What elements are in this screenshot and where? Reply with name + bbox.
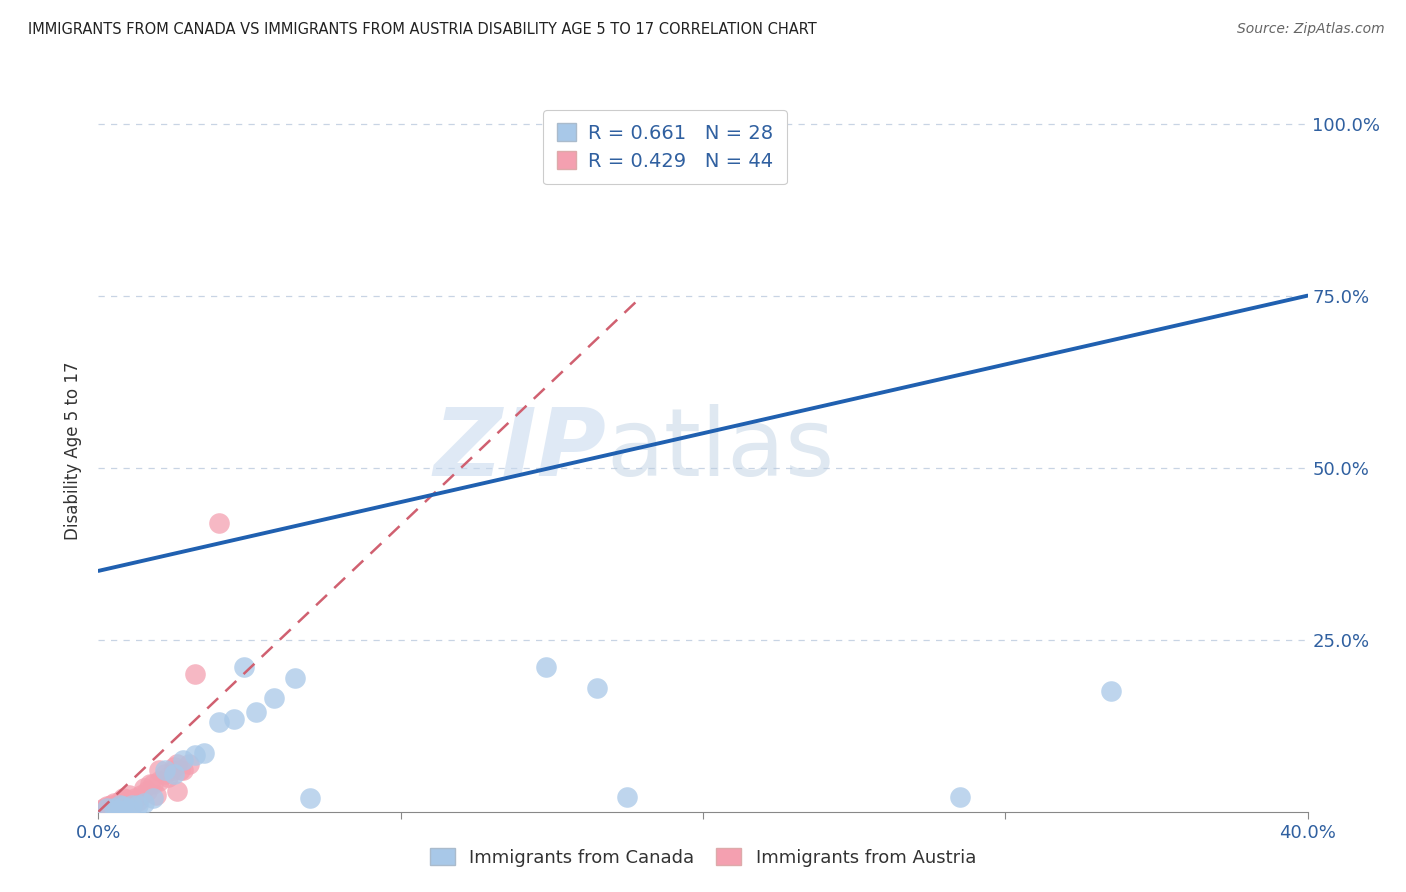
Point: [105, 803, 128, 817]
Point: [135, 784, 157, 798]
Legend: Immigrants from Canada, Immigrants from Austria: Immigrants from Canada, Immigrants from …: [422, 841, 984, 874]
Point: [299, 791, 322, 805]
Point: [118, 801, 141, 815]
Point: [93, 803, 115, 817]
Point: [108, 799, 131, 814]
Point: [132, 797, 155, 811]
Text: atlas: atlas: [606, 404, 835, 497]
Point: [172, 764, 194, 778]
Point: [179, 756, 201, 771]
Point: [111, 791, 134, 805]
Point: [127, 794, 149, 808]
Point: [96, 801, 118, 815]
Point: [166, 756, 188, 771]
Point: [534, 660, 557, 674]
Point: [105, 797, 128, 812]
Point: [103, 797, 125, 811]
Point: [111, 797, 134, 812]
Point: [121, 797, 143, 812]
Point: [118, 801, 141, 815]
Point: [103, 801, 125, 815]
Point: [163, 767, 186, 781]
Point: [114, 799, 136, 814]
Point: [142, 777, 165, 791]
Point: [184, 748, 207, 763]
Point: [111, 799, 134, 814]
Point: [132, 780, 155, 795]
Point: [129, 788, 152, 802]
Point: [153, 764, 176, 778]
Point: [169, 764, 191, 778]
Point: [184, 667, 207, 681]
Point: [232, 660, 254, 674]
Point: [108, 794, 131, 808]
Text: Source: ZipAtlas.com: Source: ZipAtlas.com: [1237, 22, 1385, 37]
Point: [208, 516, 231, 530]
Text: IMMIGRANTS FROM CANADA VS IMMIGRANTS FROM AUSTRIA DISABILITY AGE 5 TO 17 CORRELA: IMMIGRANTS FROM CANADA VS IMMIGRANTS FRO…: [28, 22, 817, 37]
Point: [121, 797, 143, 812]
Point: [142, 791, 165, 805]
Point: [208, 715, 231, 730]
Point: [616, 789, 638, 804]
Point: [118, 797, 141, 811]
Point: [193, 746, 215, 760]
Point: [224, 712, 246, 726]
Y-axis label: Disability Age 5 to 17: Disability Age 5 to 17: [65, 361, 83, 540]
Point: [1099, 684, 1122, 698]
Point: [90, 803, 112, 817]
Point: [100, 797, 122, 812]
Point: [245, 705, 267, 719]
Point: [127, 797, 149, 812]
Point: [145, 788, 167, 802]
Point: [166, 784, 188, 798]
Point: [139, 777, 162, 791]
Point: [96, 803, 118, 817]
Point: [148, 764, 170, 778]
Point: [124, 791, 146, 805]
Point: [156, 770, 179, 784]
Point: [586, 681, 609, 695]
Legend: R = 0.661   N = 28, R = 0.429   N = 44: R = 0.661 N = 28, R = 0.429 N = 44: [544, 110, 787, 185]
Point: [103, 799, 125, 814]
Point: [118, 788, 141, 802]
Text: ZIP: ZIP: [433, 404, 606, 497]
Point: [100, 801, 122, 815]
Point: [96, 799, 118, 814]
Point: [284, 671, 307, 685]
Point: [153, 767, 176, 781]
Point: [172, 753, 194, 767]
Point: [263, 691, 285, 706]
Point: [108, 797, 131, 812]
Point: [103, 801, 125, 815]
Point: [163, 764, 186, 778]
Point: [163, 760, 186, 774]
Point: [121, 794, 143, 808]
Point: [148, 773, 170, 788]
Point: [114, 792, 136, 806]
Point: [105, 803, 128, 817]
Point: [93, 801, 115, 815]
Point: [949, 789, 972, 804]
